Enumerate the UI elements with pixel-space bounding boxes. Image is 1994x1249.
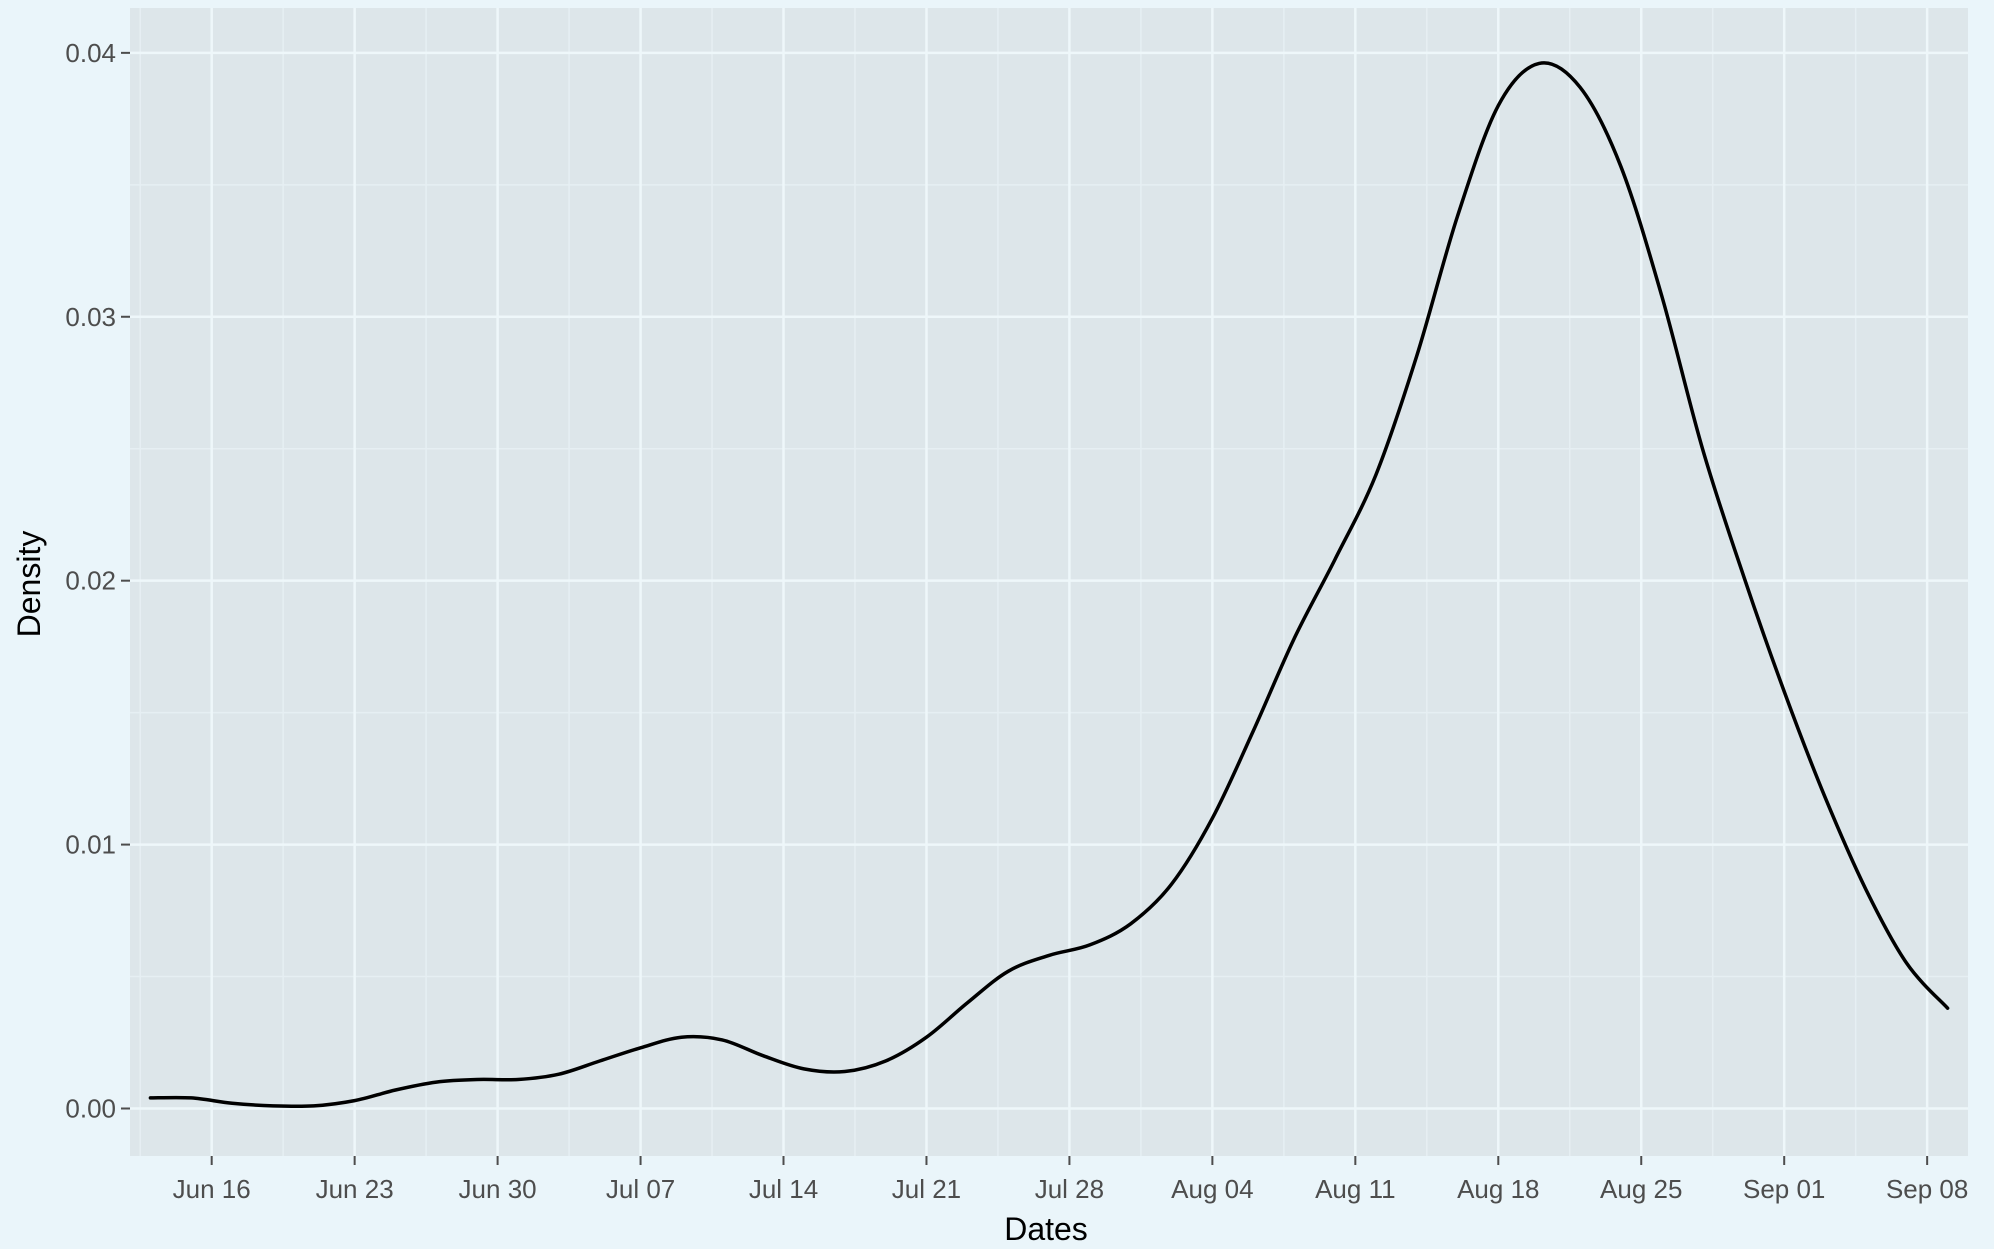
- x-tick-label: Jul 14: [749, 1174, 818, 1204]
- x-axis: Jun 16 Jun 23 Jun 30 Jul 07 Jul 14 Jul 21 Jul …: [173, 1156, 1968, 1204]
- x-tick-label: Aug 25: [1600, 1174, 1682, 1204]
- series-layer: [148, 61, 1950, 1109]
- x-tick-label: Jul 28: [1035, 1174, 1104, 1204]
- y-tick-label: 0.03: [65, 302, 116, 332]
- grid-lines: [130, 8, 1968, 1156]
- density-line: [148, 61, 1950, 1109]
- y-tick-label: 0.00: [65, 1093, 116, 1123]
- x-axis-title: Dates: [1004, 1211, 1088, 1247]
- x-tick-label: Sep 01: [1743, 1174, 1825, 1204]
- x-tick-label: Jul 07: [606, 1174, 675, 1204]
- x-tick-label: Jul 21: [892, 1174, 961, 1204]
- x-tick-label: Aug 11: [1315, 1174, 1395, 1204]
- x-tick-label: Aug 18: [1457, 1174, 1539, 1204]
- panel-background: [130, 8, 1968, 1156]
- x-tick-label: Jun 16: [173, 1174, 251, 1204]
- x-tick-label: Sep 08: [1886, 1174, 1968, 1204]
- plot-panel: [130, 8, 1968, 1156]
- y-tick-label: 0.01: [65, 830, 116, 860]
- x-tick-label: Jun 23: [316, 1174, 394, 1204]
- y-axis-title: Density: [11, 531, 47, 638]
- y-axis: 0.00 0.01 0.02 0.03 0.04: [65, 38, 130, 1123]
- y-tick-label: 0.04: [65, 38, 116, 68]
- x-tick-label: Aug 04: [1171, 1174, 1253, 1204]
- x-tick-label: Jun 30: [459, 1174, 537, 1204]
- y-tick-label: 0.02: [65, 566, 116, 596]
